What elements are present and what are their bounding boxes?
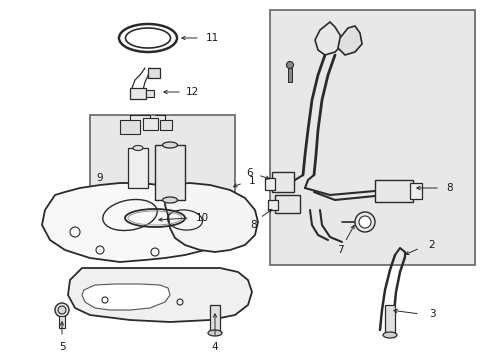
Ellipse shape bbox=[162, 197, 177, 203]
Bar bbox=[120, 120, 140, 134]
Text: 8: 8 bbox=[446, 183, 452, 193]
PathPatch shape bbox=[314, 22, 341, 55]
Bar bbox=[142, 118, 158, 130]
Bar bbox=[267, 200, 278, 210]
Bar bbox=[130, 88, 146, 99]
Bar bbox=[409, 183, 421, 199]
Ellipse shape bbox=[382, 332, 396, 338]
Ellipse shape bbox=[207, 330, 222, 336]
PathPatch shape bbox=[164, 183, 258, 252]
Ellipse shape bbox=[125, 28, 170, 48]
PathPatch shape bbox=[337, 26, 361, 55]
Text: 5: 5 bbox=[59, 342, 65, 352]
Text: 8: 8 bbox=[250, 220, 257, 230]
Text: 11: 11 bbox=[205, 33, 218, 43]
Bar bbox=[209, 305, 220, 333]
PathPatch shape bbox=[82, 284, 170, 310]
Bar bbox=[287, 68, 291, 82]
Ellipse shape bbox=[162, 142, 177, 148]
Bar bbox=[384, 305, 394, 335]
Text: 9: 9 bbox=[97, 173, 103, 183]
Bar bbox=[264, 178, 274, 190]
Bar bbox=[269, 10, 474, 265]
Text: 4: 4 bbox=[211, 342, 218, 352]
Bar bbox=[59, 316, 65, 328]
Bar bbox=[160, 120, 172, 130]
Bar bbox=[90, 115, 235, 235]
Text: 3: 3 bbox=[428, 309, 434, 319]
PathPatch shape bbox=[42, 183, 229, 262]
Circle shape bbox=[286, 62, 293, 68]
Text: 7: 7 bbox=[336, 245, 343, 255]
Circle shape bbox=[354, 212, 374, 232]
Circle shape bbox=[58, 306, 66, 314]
Circle shape bbox=[55, 303, 69, 317]
Bar bbox=[374, 180, 412, 202]
Text: 10: 10 bbox=[195, 213, 208, 223]
Text: 12: 12 bbox=[185, 87, 198, 97]
Bar bbox=[271, 172, 293, 192]
Text: 6: 6 bbox=[246, 168, 253, 178]
Bar bbox=[274, 195, 299, 213]
Ellipse shape bbox=[133, 145, 142, 150]
Text: 2: 2 bbox=[428, 240, 434, 250]
Bar bbox=[148, 68, 160, 78]
Bar bbox=[128, 148, 148, 188]
PathPatch shape bbox=[68, 268, 251, 322]
Bar bbox=[155, 145, 184, 200]
Bar bbox=[146, 90, 154, 97]
Circle shape bbox=[358, 216, 370, 228]
Text: 1: 1 bbox=[248, 176, 255, 186]
